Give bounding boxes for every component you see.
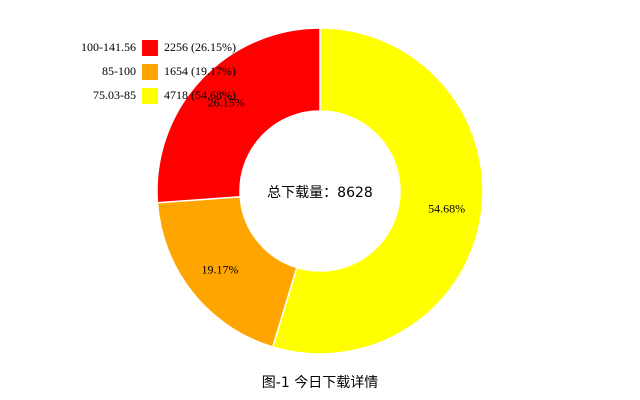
legend-value: 4718 (54.68%) [164, 88, 236, 102]
slice [156, 27, 321, 204]
legend-label: 100-141.56 [81, 40, 136, 54]
slice-label: 19.17% [202, 263, 239, 277]
legend-label: 85-100 [102, 64, 136, 78]
slice [156, 195, 298, 348]
center-text: 总下载量：8628 [267, 185, 373, 201]
legend-swatch [142, 88, 158, 104]
legend-value: 2256 (26.15%) [164, 40, 236, 54]
slice-label: 54.68% [428, 202, 465, 216]
slice [271, 27, 484, 355]
legend-label: 75.03-85 [93, 88, 136, 102]
legend-value: 1654 (19.17%) [164, 64, 236, 78]
slices [156, 27, 484, 355]
legend-swatch [142, 64, 158, 80]
legend-swatch [142, 40, 158, 56]
slice-label: 26.15% [208, 96, 245, 110]
chart-title: 图-1 今日下载详情 [262, 375, 378, 391]
